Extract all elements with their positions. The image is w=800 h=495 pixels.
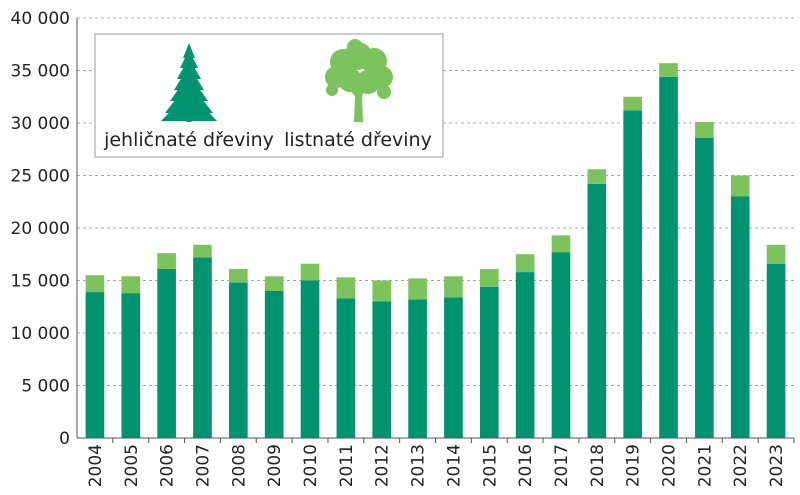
bar-segment-conifer xyxy=(766,263,786,438)
x-tick-label: 2016 xyxy=(516,444,536,487)
y-tick-label: 10 000 xyxy=(11,324,70,344)
x-tick-label: 2023 xyxy=(767,444,787,487)
bar-segment-deciduous xyxy=(336,277,356,299)
bar-segment-conifer xyxy=(229,282,248,438)
bar-segment-conifer xyxy=(444,297,463,438)
x-tick-label: 2010 xyxy=(301,444,321,487)
y-tick-label: 20 000 xyxy=(11,219,70,239)
bar-segment-deciduous xyxy=(85,275,105,293)
bar-segment-conifer xyxy=(623,110,642,439)
y-tick-label: 40 000 xyxy=(11,9,70,29)
legend-label-conifer: jehličnaté dřeviny xyxy=(103,129,274,151)
x-tick-label: 2004 xyxy=(86,444,106,487)
y-tick-label: 35 000 xyxy=(11,62,70,82)
y-axis: 0 5 000 10 000 15 000 20 000 25 000 30 000 35 0… xyxy=(11,9,78,449)
x-tick-label: 2017 xyxy=(552,444,572,487)
x-tick-label: 2006 xyxy=(158,444,178,487)
bars xyxy=(85,63,786,439)
deciduous-tree-icon xyxy=(325,39,393,122)
bar-segment-deciduous xyxy=(623,96,642,111)
bar-segment-deciduous xyxy=(372,280,392,302)
bar-segment-conifer xyxy=(336,298,356,438)
bar-segment-deciduous xyxy=(229,268,248,283)
bar-segment-deciduous xyxy=(515,254,535,273)
bar-segment-conifer xyxy=(515,272,535,438)
bar-segment-conifer xyxy=(300,280,320,438)
bar-segment-conifer xyxy=(659,76,678,439)
bar-segment-deciduous xyxy=(157,253,176,269)
y-tick-label: 15 000 xyxy=(11,272,70,292)
bar-segment-deciduous xyxy=(408,278,427,300)
bar-segment-deciduous xyxy=(264,276,284,291)
x-axis: 2004 2005 2006 2007 2008 2009 2010 2011 2012 2013… xyxy=(77,437,795,487)
x-tick-label: 2015 xyxy=(480,444,500,487)
x-tick-label: 2012 xyxy=(373,444,393,487)
x-tick-label: 2019 xyxy=(624,444,644,487)
x-tick-label: 2013 xyxy=(409,444,429,487)
x-tick-label: 2005 xyxy=(122,444,142,487)
bar-segment-deciduous xyxy=(730,175,750,197)
x-tick-label: 2009 xyxy=(265,444,285,487)
bar-segment-conifer xyxy=(264,291,284,438)
y-tick-label: 30 000 xyxy=(11,114,70,134)
bar-segment-conifer xyxy=(587,183,607,438)
bar-segment-deciduous xyxy=(121,276,141,294)
bar-segment-deciduous xyxy=(695,121,714,138)
bar-segment-conifer xyxy=(85,292,105,438)
bar-segment-conifer xyxy=(551,252,571,438)
bar-segment-conifer xyxy=(121,293,141,438)
x-tick-label: 2014 xyxy=(444,444,464,487)
bar-segment-deciduous xyxy=(444,276,463,298)
bar-segment-deciduous xyxy=(193,244,212,258)
legend: jehličnaté dřeviny listnaté dřeviny xyxy=(94,33,444,158)
x-tick-label: 2020 xyxy=(660,444,680,487)
bar-segment-conifer xyxy=(479,286,499,438)
bar-segment-conifer xyxy=(730,196,750,438)
bar-segment-conifer xyxy=(408,299,427,438)
x-tick-label: 2018 xyxy=(588,444,608,487)
x-tick-label: 2008 xyxy=(229,444,249,487)
bar-segment-conifer xyxy=(157,268,176,438)
bar-segment-deciduous xyxy=(479,268,499,287)
x-tick-label: 2007 xyxy=(193,444,213,487)
bar-segment-deciduous xyxy=(766,244,786,264)
bar-segment-conifer xyxy=(372,301,392,438)
x-tick-label: 2011 xyxy=(337,444,357,487)
bar-segment-deciduous xyxy=(659,63,678,77)
y-tick-label: 25 000 xyxy=(11,167,70,187)
y-tick-label: 5 000 xyxy=(21,377,70,397)
bar-segment-deciduous xyxy=(551,235,571,253)
bar-segment-deciduous xyxy=(300,263,320,281)
bar-segment-conifer xyxy=(695,137,714,438)
bar-segment-deciduous xyxy=(587,169,607,184)
x-tick-label: 2022 xyxy=(731,444,751,487)
bar-segment-conifer xyxy=(193,257,212,438)
legend-label-deciduous: listnaté dřeviny xyxy=(284,129,432,151)
y-tick-label: 0 xyxy=(59,429,70,449)
conifer-tree-icon xyxy=(161,43,217,122)
x-tick-label: 2021 xyxy=(695,444,715,487)
